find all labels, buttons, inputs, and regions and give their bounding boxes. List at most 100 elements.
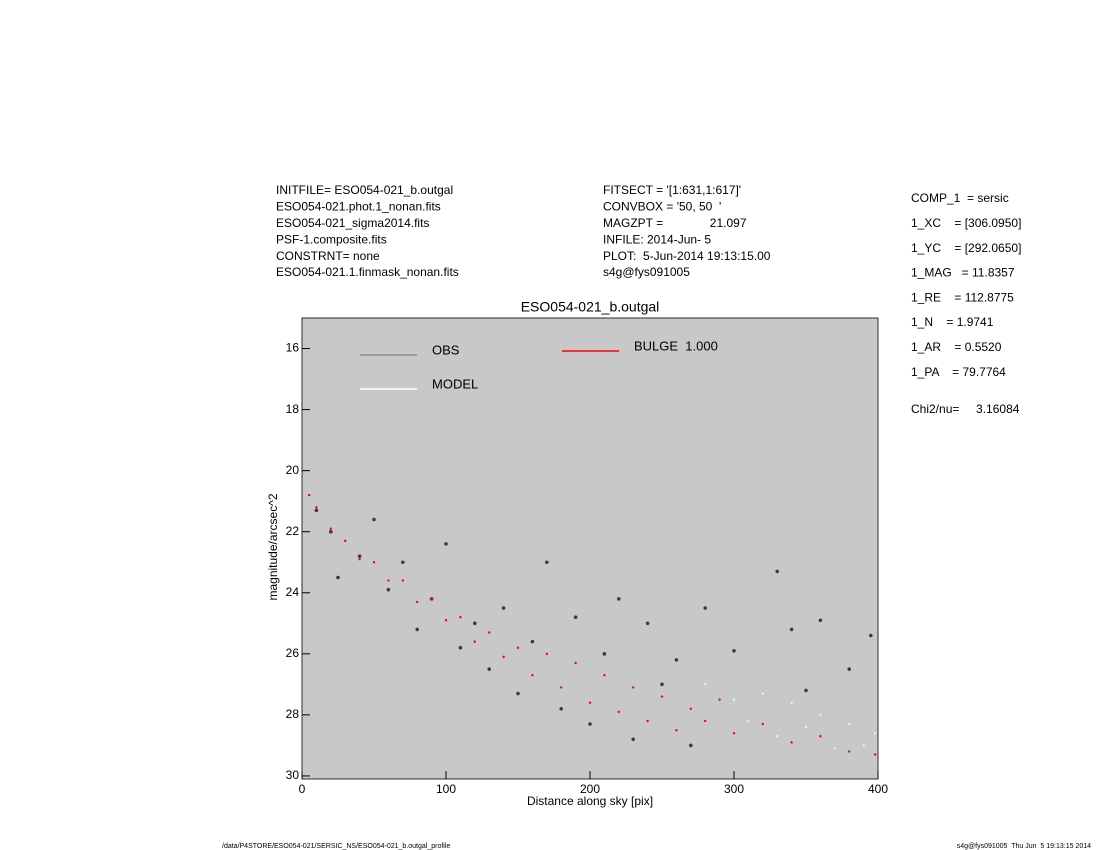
point [387,579,390,582]
plot-area [301,317,879,780]
point [357,554,362,558]
header-line: ESO054-021.1.finmask_nonan.fits [276,265,459,279]
header-line: ESO054-021_sigma2014.fits [276,216,429,230]
point [386,587,391,592]
point [675,728,678,732]
header-line: CONSTRNT= none [276,249,380,263]
point [732,698,736,701]
y-tick-label: 22 [286,524,300,538]
legend-label: OBS [432,342,460,357]
point [848,750,851,753]
x-tick-label: 100 [436,782,456,796]
header-line: PSF-1.composite.fits [276,232,387,246]
point [559,706,563,711]
point [789,627,794,632]
y-tick-label: 18 [286,402,300,416]
point [632,686,635,689]
point [487,667,492,671]
point [833,747,836,750]
y-tick-label: 20 [286,463,300,477]
chart-title: ESO054-021_b.outgal [521,299,660,315]
point [847,667,851,671]
point [588,701,592,704]
point [645,621,650,626]
x-tick-label: 200 [580,782,600,796]
point [488,631,491,634]
point [862,744,865,747]
point [761,722,764,726]
point [848,722,851,726]
legend-label: MODEL [432,376,478,391]
y-tick-label: 24 [286,585,300,599]
point [775,569,779,574]
point [761,692,764,695]
point [444,542,448,546]
point [573,615,578,619]
point [674,658,679,662]
point [401,560,405,565]
point [473,621,477,626]
y-tick-label: 28 [286,707,300,721]
point [458,645,463,650]
point [818,618,823,623]
point [459,615,462,619]
point [732,732,736,735]
point [660,695,664,698]
point [747,719,750,723]
point [545,652,548,656]
parameter: 1_MAG = 11.8357 [911,266,1015,280]
point [617,710,620,714]
point [703,606,707,610]
point [790,741,793,744]
parameter: COMP_1 = sersic [911,191,1009,205]
header-line: s4g@fys091005 [603,265,690,279]
point [516,691,520,696]
point [329,529,333,534]
point [617,597,621,601]
point [603,673,606,677]
point [646,719,649,723]
point [444,619,448,622]
point [560,686,563,689]
point [804,725,808,729]
point [315,506,318,509]
x-tick-label: 0 [299,782,306,796]
point [502,655,505,659]
point [631,737,635,742]
parameter: 1_PA = 79.7764 [911,365,1006,379]
point [416,600,419,604]
parameter: 1_AR = 0.5520 [911,340,1002,354]
footer-left: /data/P4STORE/ESO054-021/SERSIC_NS/ESO05… [222,843,450,850]
point [372,517,376,522]
parameter: 1_XC = [306.0950] [911,216,1021,230]
chi2: Chi2/nu= 3.16084 [911,402,1020,416]
point [873,753,877,756]
parameter: 1_YC = [292.0650] [911,241,1021,255]
point [588,722,592,726]
point [430,597,433,601]
point [336,575,340,580]
point [819,735,822,738]
y-tick-label: 26 [286,646,300,660]
point [314,508,319,513]
point [718,698,721,701]
point [689,707,692,710]
footer-right: s4g@fys091005 Thu Jun 5 19:13:15 2014 [957,843,1091,850]
point [704,719,707,723]
point [873,732,877,735]
point [516,646,520,649]
point [732,648,736,653]
header-line: ESO054-021.phot.1_nonan.fits [276,200,441,214]
x-axis-label: Distance along sky [pix] [527,794,653,808]
point [689,743,693,748]
point [804,688,808,693]
point [704,683,707,686]
y-tick-label: 16 [286,341,300,355]
point [660,682,664,687]
point [531,673,534,677]
header-line: MAGZPT = 21.097 [603,216,747,230]
point [790,701,793,704]
point [308,493,311,497]
x-tick-label: 400 [868,782,888,796]
